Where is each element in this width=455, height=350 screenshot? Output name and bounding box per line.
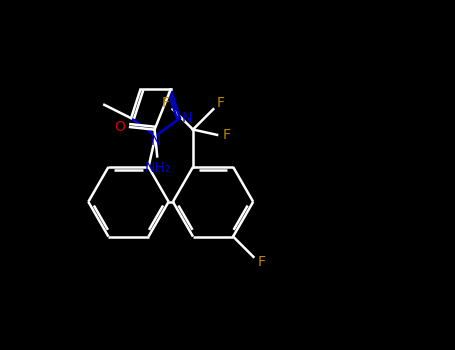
Text: N: N: [181, 111, 192, 125]
Text: N: N: [150, 134, 161, 148]
Text: O: O: [114, 120, 125, 134]
Text: F: F: [161, 96, 169, 110]
Text: NH₂: NH₂: [145, 161, 171, 175]
Text: F: F: [258, 255, 266, 269]
Text: F: F: [217, 96, 225, 110]
Text: F: F: [222, 128, 231, 142]
